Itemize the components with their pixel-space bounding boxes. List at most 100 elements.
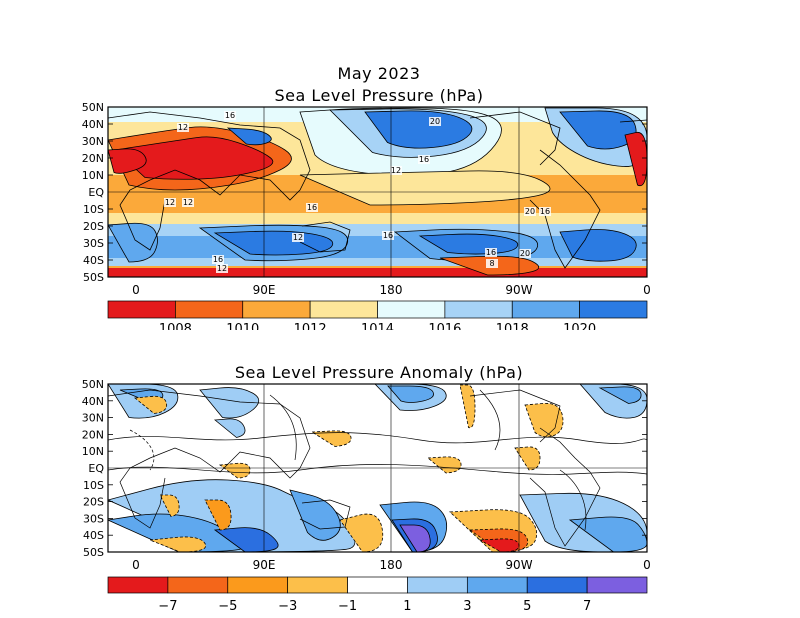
anom-spac-pos3 — [399, 524, 431, 552]
slp-lon-label: 90W — [505, 283, 532, 297]
anom-colorbar-swatch — [407, 576, 468, 594]
slp-grid — [108, 107, 647, 277]
anom-colorbar-label: −7 — [158, 599, 177, 614]
contour-label: 16 — [307, 203, 317, 212]
slp-colorbar-label: 1020 — [563, 322, 596, 330]
anom-lon-label: 0 — [132, 558, 140, 572]
contour-line — [269, 394, 297, 461]
slp-colorbar-label: 1010 — [226, 322, 259, 330]
contour-line — [108, 464, 647, 475]
continent-south-america — [529, 149, 601, 269]
contour-label-bg — [418, 155, 430, 164]
continents-anomaly — [108, 389, 601, 547]
anom-med-neg — [133, 395, 168, 414]
slp-trop — [299, 170, 551, 206]
contour-label: 16 — [419, 155, 429, 164]
slp-lon-label: 90E — [253, 283, 276, 297]
slp-lat-label: 40N — [82, 118, 104, 131]
slp-lat-label: 30N — [82, 135, 104, 148]
panel-title-anomaly: Sea Level Pressure Anomaly (hPa) — [234, 363, 524, 382]
contour-label: 16 — [225, 111, 235, 120]
continents — [108, 111, 647, 269]
anom-lat-label: EQ — [88, 462, 104, 475]
contour-label: 12 — [178, 123, 188, 132]
anom-colorbar-swatch — [586, 576, 648, 594]
anom-lon-label: 90E — [253, 558, 276, 572]
anom-colorbar-swatch — [347, 576, 408, 594]
slp-band — [108, 198, 647, 213]
contour-label-bg — [216, 264, 228, 273]
contour-line — [108, 432, 647, 444]
anom-natl-pos2 — [598, 386, 642, 404]
continent-eurasia-africa — [108, 389, 311, 529]
anom-colorbar-label: −1 — [338, 599, 357, 614]
contour-label: 20 — [525, 207, 535, 216]
anom-colorbar-swatch — [227, 576, 289, 594]
anom-s-neg6 — [478, 538, 520, 552]
anom-colorbar-label: 3 — [463, 599, 471, 614]
slp-band — [108, 258, 647, 266]
contour-label: 16 — [383, 231, 393, 240]
slp-band — [108, 213, 647, 224]
contour-label-bg — [390, 166, 402, 175]
anom-lat-label: 50S — [83, 546, 104, 559]
contour-label: 12 — [391, 166, 401, 175]
contour-label: 16 — [486, 248, 496, 257]
anom-n-asia-pos — [199, 387, 260, 419]
anom-colorbar-swatch — [287, 576, 348, 594]
contour-label-bg — [429, 117, 441, 126]
anom-s-neg3 — [339, 513, 384, 552]
continent-europe — [619, 119, 647, 123]
anom-colorbar-swatch — [107, 576, 169, 594]
anom-arabia-pos — [213, 418, 246, 438]
slp-lat-label: 10S — [83, 203, 104, 216]
continent-australia — [299, 221, 351, 253]
contour-label: 12 — [183, 198, 193, 207]
slp-natl-high — [559, 110, 637, 150]
anom-colorbar-label: −5 — [218, 599, 237, 614]
anom-border — [107, 383, 648, 553]
figure-title: May 2023 — [337, 64, 421, 83]
slp-colorbar-swatch — [579, 300, 648, 319]
anom-colorbar-swatch — [526, 576, 588, 594]
slp-lat-label: 40S — [83, 254, 104, 267]
contour-label-bg — [212, 255, 224, 264]
slp-west-africa-low — [624, 131, 647, 187]
continent-north-america — [469, 111, 561, 166]
slp-colorbar-label: 1016 — [428, 322, 461, 330]
anom-ind-neg — [218, 462, 251, 479]
anom-colorbar-label: 5 — [523, 599, 531, 614]
contour-label-bg — [486, 259, 498, 268]
anomaly-contours — [108, 389, 647, 531]
contour-label: 12 — [293, 233, 303, 242]
slp-lat-label: 50S — [83, 271, 104, 284]
anom-s-ind-pos3 — [213, 527, 279, 552]
contour-label-bg — [382, 231, 394, 240]
contour-label: 20 — [520, 249, 530, 258]
anom-s-neg1 — [159, 494, 180, 517]
continent-australia — [299, 499, 351, 530]
anom-amer-neg — [514, 446, 541, 471]
panel-title-slp: Sea Level Pressure (hPa) — [274, 86, 484, 105]
anom-s-neg7 — [149, 536, 207, 552]
anom-lat-label: 30N — [82, 412, 104, 425]
anom-colorbar-label: −3 — [278, 599, 297, 614]
anom-colorbar-swatch — [466, 576, 528, 594]
anom-lat-label: 40S — [83, 529, 104, 542]
contour-label-bg — [524, 207, 536, 216]
contour-label-bg — [177, 123, 189, 132]
slp-border — [107, 106, 648, 278]
anom-grid — [108, 384, 647, 552]
anom-aus-pos — [289, 489, 341, 541]
slp-lat-label: 50N — [82, 101, 104, 114]
contour-label: 20 — [430, 117, 440, 126]
contour-label-bg — [292, 233, 304, 242]
anom-colorbar-label: 1 — [403, 599, 411, 614]
anom-lat-label: 20N — [82, 428, 104, 441]
slp-lat-label: 30S — [83, 237, 104, 250]
slp-npac-high — [364, 110, 473, 149]
anom-s-neg2 — [204, 499, 232, 531]
anom-epac-neg — [426, 456, 462, 474]
